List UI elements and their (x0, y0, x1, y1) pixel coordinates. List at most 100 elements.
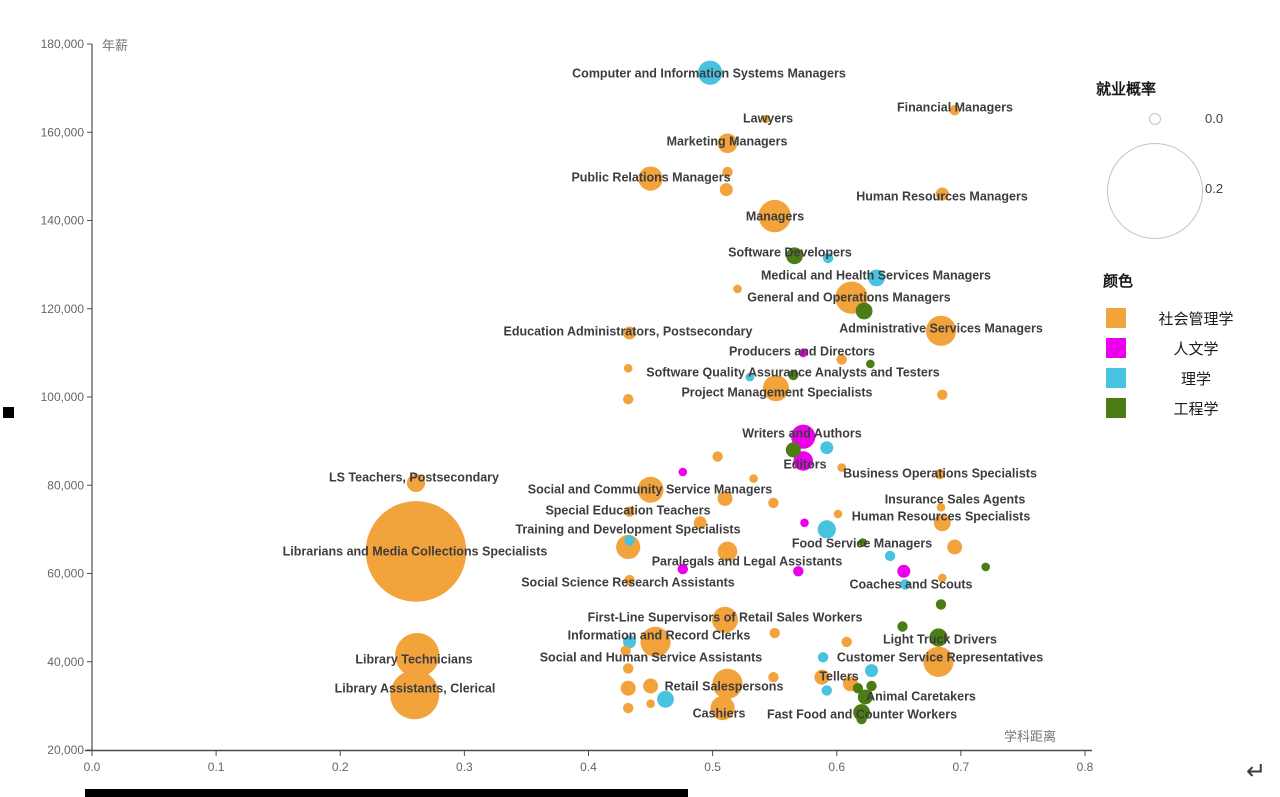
data-point[interactable] (693, 516, 707, 530)
data-point-unlabeled[interactable] (855, 302, 873, 320)
return-arrow-icon[interactable]: ↵ (1246, 758, 1267, 785)
data-point[interactable] (395, 633, 440, 678)
data-point[interactable] (791, 424, 816, 449)
data-point-unlabeled[interactable] (866, 680, 877, 692)
data-point-unlabeled[interactable] (897, 564, 911, 578)
data-point[interactable] (710, 696, 735, 721)
data-point-unlabeled[interactable] (768, 672, 779, 683)
data-point-unlabeled[interactable] (800, 518, 809, 528)
data-point-unlabeled[interactable] (837, 463, 846, 472)
data-point-unlabeled[interactable] (935, 599, 947, 610)
point-label: Customer Service Representatives (837, 651, 1043, 665)
data-point-unlabeled[interactable] (852, 683, 864, 694)
legend-item[interactable]: 工程学 (1106, 393, 1266, 423)
data-point-unlabeled[interactable] (938, 573, 947, 583)
data-point-unlabeled[interactable] (820, 441, 834, 455)
legend-item[interactable]: 理学 (1106, 363, 1266, 393)
legend-item[interactable]: 社会管理学 (1106, 303, 1266, 333)
data-point-unlabeled[interactable] (937, 389, 948, 400)
data-point-unlabeled[interactable] (817, 652, 829, 663)
data-point-unlabeled[interactable] (833, 509, 843, 519)
data-point[interactable] (640, 626, 671, 658)
data-point-unlabeled[interactable] (769, 627, 780, 639)
data-point-unlabeled[interactable] (785, 442, 801, 458)
data-point[interactable] (788, 369, 799, 381)
data-point[interactable] (786, 247, 803, 265)
data-point-unlabeled[interactable] (623, 394, 634, 405)
data-point[interactable] (814, 669, 830, 685)
data-point[interactable] (712, 606, 738, 633)
point-label: Special Education Teachers (545, 504, 710, 518)
data-point[interactable] (406, 473, 426, 493)
data-point[interactable] (933, 514, 951, 532)
data-point[interactable] (899, 579, 911, 590)
data-point[interactable] (929, 628, 948, 647)
data-point-unlabeled[interactable] (733, 284, 742, 294)
data-point[interactable] (717, 133, 738, 154)
data-point-unlabeled[interactable] (643, 678, 659, 694)
data-point-unlabeled[interactable] (841, 636, 852, 648)
data-point-unlabeled[interactable] (646, 699, 655, 708)
data-point-unlabeled[interactable] (793, 566, 804, 577)
data-point[interactable] (761, 114, 771, 124)
data-point-unlabeled[interactable] (981, 562, 990, 572)
data-point-unlabeled[interactable] (822, 252, 834, 264)
data-point-unlabeled[interactable] (623, 635, 636, 649)
data-point-unlabeled[interactable] (865, 664, 878, 678)
data-point[interactable] (923, 646, 954, 677)
legend-item[interactable]: 人文学 (1106, 333, 1266, 363)
data-point-unlabeled[interactable] (623, 364, 633, 373)
data-point[interactable] (637, 476, 664, 503)
data-point-unlabeled[interactable] (717, 491, 733, 506)
data-point[interactable] (868, 269, 885, 287)
data-point-unlabeled[interactable] (745, 372, 755, 382)
legend-item-label: 人文学 (1173, 340, 1219, 358)
data-point-unlabeled[interactable] (712, 451, 723, 462)
data-point[interactable] (390, 670, 440, 720)
data-point-unlabeled[interactable] (821, 685, 832, 696)
data-point[interactable] (638, 166, 663, 191)
data-point-unlabeled[interactable] (836, 354, 847, 365)
y-tick-label: 80,000 (47, 478, 84, 492)
data-point-unlabeled[interactable] (817, 520, 836, 539)
data-point[interactable] (857, 689, 873, 705)
data-point-unlabeled[interactable] (677, 563, 688, 575)
data-point[interactable] (936, 503, 946, 512)
data-point[interactable] (624, 574, 635, 586)
data-point-unlabeled[interactable] (624, 535, 635, 546)
data-point[interactable] (925, 315, 957, 346)
data-point-unlabeled[interactable] (749, 474, 758, 483)
data-point[interactable] (624, 506, 635, 517)
data-point-unlabeled[interactable] (856, 713, 867, 725)
x-tick-label: 0.1 (208, 760, 225, 774)
data-point[interactable] (712, 668, 743, 699)
data-point[interactable] (758, 199, 791, 233)
data-point[interactable] (798, 348, 808, 358)
data-point-unlabeled[interactable] (623, 663, 634, 674)
data-point-unlabeled[interactable] (678, 467, 688, 477)
data-point-unlabeled[interactable] (719, 183, 733, 197)
data-point-unlabeled[interactable] (866, 359, 875, 369)
data-point-unlabeled[interactable] (884, 550, 896, 562)
x-tick-label: 0.7 (953, 760, 970, 774)
x-tick-label: 0.2 (332, 760, 349, 774)
data-point[interactable] (620, 645, 631, 656)
data-point[interactable] (934, 469, 945, 480)
data-point-unlabeled[interactable] (722, 166, 733, 178)
data-point-unlabeled[interactable] (947, 539, 963, 555)
data-point[interactable] (935, 187, 949, 201)
y-tick-label: 20,000 (47, 743, 84, 757)
data-point-unlabeled[interactable] (657, 690, 674, 708)
data-point[interactable] (858, 538, 868, 547)
data-point-unlabeled[interactable] (620, 680, 636, 696)
data-point[interactable] (762, 375, 789, 402)
data-point[interactable] (949, 105, 960, 116)
data-point-unlabeled[interactable] (897, 621, 908, 632)
data-point[interactable] (793, 451, 813, 471)
data-point[interactable] (698, 60, 723, 85)
data-point[interactable] (717, 541, 738, 562)
data-point-unlabeled[interactable] (623, 702, 634, 714)
data-point[interactable] (623, 326, 636, 340)
data-point[interactable] (365, 501, 467, 602)
data-point-unlabeled[interactable] (768, 497, 779, 509)
